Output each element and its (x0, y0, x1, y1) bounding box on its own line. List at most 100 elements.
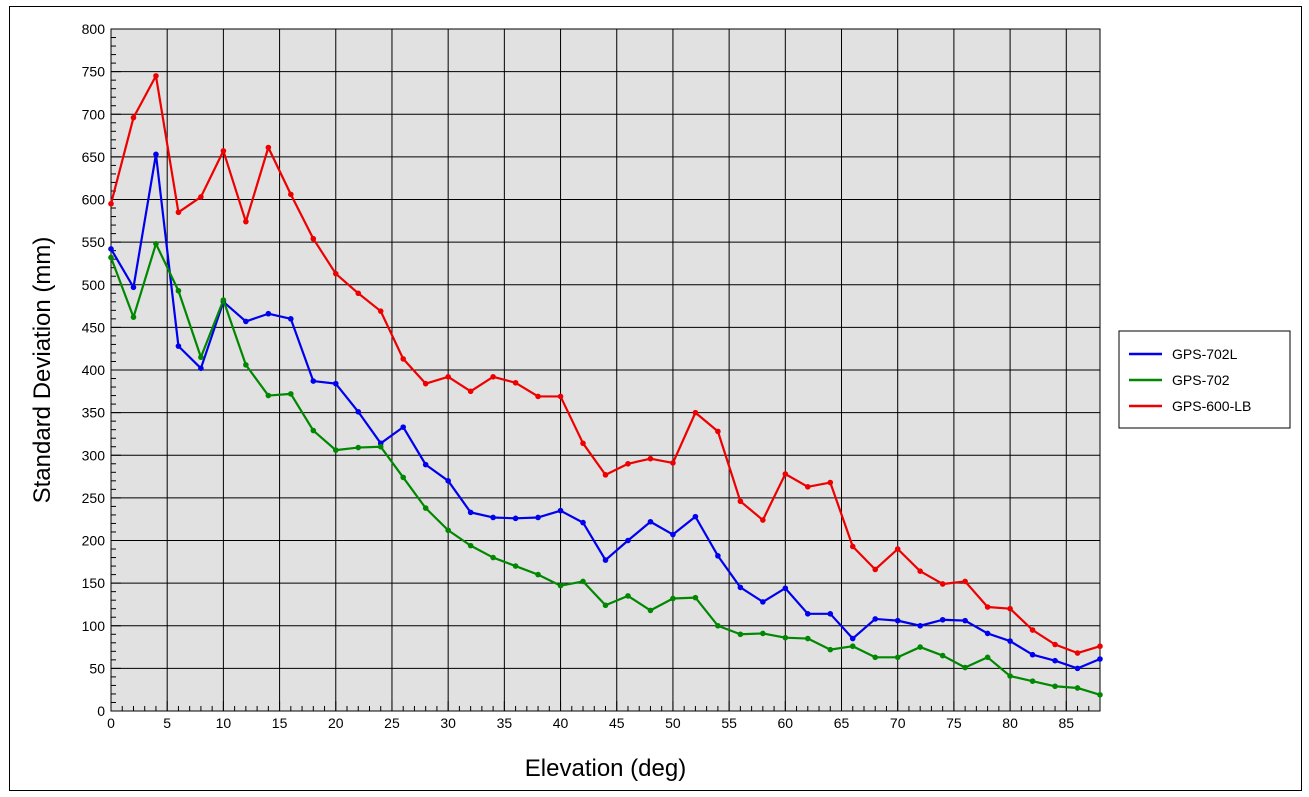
data-point (153, 241, 159, 247)
y-tick-label: 500 (82, 277, 106, 293)
data-point (467, 509, 474, 516)
data-point (647, 455, 654, 462)
x-tick-label: 60 (778, 715, 794, 731)
data-point (760, 517, 766, 523)
data-point (1074, 665, 1081, 672)
data-point (804, 483, 811, 490)
data-point (1074, 685, 1081, 691)
data-point (175, 287, 182, 294)
data-point (198, 194, 204, 200)
data-point (962, 664, 968, 671)
data-point (108, 246, 114, 252)
data-point (782, 585, 789, 592)
y-tick-label: 350 (82, 405, 106, 421)
data-point (445, 478, 451, 484)
legend-label: GPS-600-LB (1172, 398, 1251, 414)
data-point (1007, 673, 1013, 679)
data-point (939, 616, 946, 623)
data-point (625, 537, 631, 544)
data-point (355, 408, 362, 415)
data-point (670, 595, 676, 602)
data-point (715, 428, 721, 435)
data-point (849, 643, 856, 650)
data-point (265, 392, 272, 399)
data-point (512, 379, 519, 386)
data-point (467, 388, 474, 395)
data-point (130, 114, 137, 121)
data-point (1097, 643, 1103, 650)
y-tick-label: 600 (82, 192, 106, 208)
y-tick-label: 800 (82, 21, 106, 37)
data-point (490, 374, 496, 380)
data-point (849, 543, 856, 550)
y-tick-label: 300 (82, 447, 106, 463)
data-point (377, 443, 384, 450)
data-point (670, 531, 676, 538)
x-tick-label: 85 (1058, 715, 1074, 731)
x-tick-label: 35 (497, 715, 513, 731)
data-point (175, 343, 182, 349)
x-tick-label: 0 (107, 715, 115, 731)
data-point (377, 308, 384, 314)
legend-label: GPS-702 (1172, 372, 1230, 388)
data-point (422, 380, 429, 387)
data-point (1097, 656, 1103, 662)
data-point (557, 393, 564, 400)
data-point (692, 513, 699, 520)
y-tick-label: 0 (97, 703, 105, 719)
data-point (1074, 650, 1081, 656)
legend-label: GPS-702L (1172, 346, 1238, 362)
data-point (198, 365, 204, 372)
x-tick-label: 45 (609, 715, 625, 731)
data-point (243, 218, 249, 225)
data-point (1007, 638, 1013, 644)
data-point (894, 546, 901, 552)
x-tick-label: 75 (946, 715, 962, 731)
data-point (198, 354, 204, 361)
data-point (153, 151, 159, 158)
data-point (288, 316, 294, 322)
data-point (1029, 678, 1036, 684)
data-point (984, 604, 991, 610)
data-point (130, 284, 137, 291)
data-point (804, 635, 811, 642)
data-point (243, 318, 249, 325)
series-GPS-702 (108, 241, 1103, 698)
data-point (400, 474, 407, 481)
data-point (580, 578, 586, 585)
data-point (782, 634, 789, 641)
data-point (400, 424, 407, 430)
data-point (265, 144, 272, 151)
data-point (535, 514, 541, 521)
data-point (512, 563, 519, 569)
y-tick-label: 50 (89, 660, 105, 676)
data-point (355, 444, 362, 451)
data-point (288, 391, 294, 397)
x-tick-label: 40 (553, 715, 569, 731)
data-point (243, 362, 249, 368)
data-point (782, 471, 789, 477)
x-tick-label: 5 (163, 715, 171, 731)
data-point (490, 554, 496, 561)
data-point (445, 374, 451, 380)
data-point (400, 356, 407, 362)
y-tick-label: 450 (82, 319, 106, 335)
data-point (737, 631, 744, 638)
x-tick-label: 10 (216, 715, 232, 731)
data-point (984, 630, 991, 637)
data-point (939, 652, 946, 659)
y-tick-label: 250 (82, 490, 106, 506)
data-point (535, 393, 541, 400)
x-axis-tick-labels: 0 5 10 15 20 25 30 35 40 45 50 55 60 65 70 75 80 85 (107, 715, 1074, 731)
data-point (467, 542, 474, 549)
data-point (962, 617, 968, 624)
data-point (647, 607, 654, 614)
x-tick-label: 25 (384, 715, 400, 731)
data-point (894, 654, 901, 661)
series-GPS-600-LB (108, 73, 1103, 656)
data-point (535, 571, 541, 578)
data-point (647, 518, 654, 525)
data-point (445, 527, 451, 534)
y-tick-label: 100 (82, 618, 106, 634)
data-point (153, 73, 159, 79)
